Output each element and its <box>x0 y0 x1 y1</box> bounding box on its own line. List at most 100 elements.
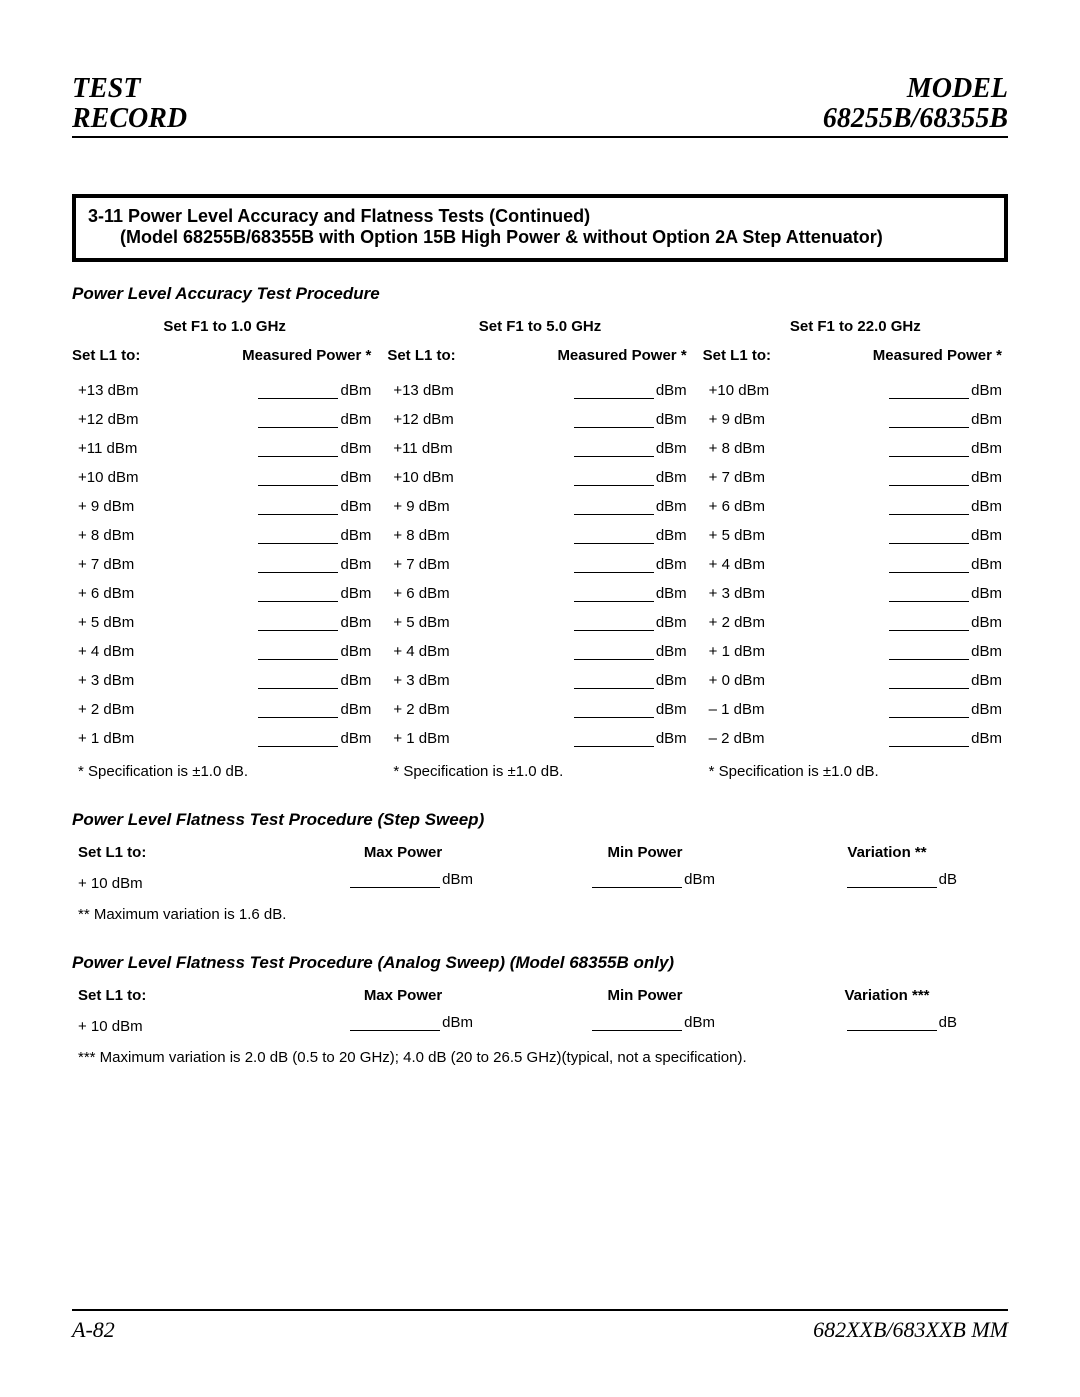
blank-field[interactable] <box>889 675 969 689</box>
set-l1-value: – 2 dBm <box>703 730 799 747</box>
table-row: + 4 dBmdBm <box>72 637 377 666</box>
page: TEST RECORD MODEL 68255B/68355B 3-11 Pow… <box>0 0 1080 1397</box>
blank-field[interactable] <box>258 704 338 718</box>
unit: dBm <box>656 527 687 544</box>
blank-field[interactable] <box>258 530 338 544</box>
measured-power-field: dBm <box>258 469 371 486</box>
set-l1-value: +12 dBm <box>387 411 483 428</box>
blank-field[interactable] <box>258 385 338 399</box>
measured-power-field: dBm <box>889 382 1002 399</box>
blank-field[interactable] <box>350 874 440 888</box>
unit: dBm <box>971 411 1002 428</box>
blank-field[interactable] <box>258 646 338 660</box>
spec-note: * Specification is ±1.0 dB. <box>72 753 377 780</box>
blank-field[interactable] <box>258 675 338 689</box>
blank-field[interactable] <box>350 1017 440 1031</box>
blank-field[interactable] <box>258 588 338 602</box>
measured-power-field: dBm <box>574 672 687 689</box>
set-l1-value: + 6 dBm <box>387 585 483 602</box>
head-min: Min Power <box>524 844 766 861</box>
header-right: MODEL 68255B/68355B <box>823 74 1008 134</box>
blank-field[interactable] <box>889 704 969 718</box>
blank-field[interactable] <box>847 1017 937 1031</box>
table-row: + 3 dBmdBm <box>72 666 377 695</box>
table-row: + 9 dBmdBm <box>72 492 377 521</box>
set-l1-value: +11 dBm <box>72 440 168 457</box>
blank-field[interactable] <box>258 559 338 573</box>
measured-power-field: dBm <box>574 440 687 457</box>
flatness-analog-head: Set L1 to: Max Power Min Power Variation… <box>72 987 1008 1014</box>
table-row: + 6 dBmdBm <box>387 579 692 608</box>
header-left-line1: TEST <box>72 74 187 104</box>
blank-field[interactable] <box>592 1017 682 1031</box>
table-row: + 1 dBmdBm <box>72 724 377 753</box>
subhead-setl1: Set L1 to: <box>72 347 140 364</box>
blank-field[interactable] <box>847 874 937 888</box>
unit: dBm <box>971 585 1002 602</box>
blank-field[interactable] <box>889 501 969 515</box>
set-l1-value: + 1 dBm <box>387 730 483 747</box>
measured-power-field: dBm <box>889 614 1002 631</box>
set-l1-value: + 2 dBm <box>387 701 483 718</box>
blank-field[interactable] <box>258 501 338 515</box>
measured-power-field: dBm <box>258 556 371 573</box>
blank-field[interactable] <box>574 414 654 428</box>
row-var: dB <box>766 1014 1008 1035</box>
set-l1-value: +10 dBm <box>703 382 799 399</box>
blank-field[interactable] <box>574 530 654 544</box>
blank-field[interactable] <box>889 472 969 486</box>
blank-field[interactable] <box>889 588 969 602</box>
measured-power-field: dBm <box>889 440 1002 457</box>
blank-field[interactable] <box>574 675 654 689</box>
table-row: +12 dBm dBm <box>387 405 692 434</box>
row-max: dBm <box>282 871 524 892</box>
title-line2: (Model 68255B/68355B with Option 15B Hig… <box>88 227 992 248</box>
set-l1-value: +13 dBm <box>72 382 168 399</box>
blank-field[interactable] <box>258 472 338 486</box>
blank-field[interactable] <box>889 414 969 428</box>
blank-field[interactable] <box>574 385 654 399</box>
blank-field[interactable] <box>574 617 654 631</box>
table-row: +13 dBm dBm <box>72 376 377 405</box>
blank-field[interactable] <box>574 501 654 515</box>
blank-field[interactable] <box>574 443 654 457</box>
unit: dBm <box>340 701 371 718</box>
table-row: + 8 dBmdBm <box>387 521 692 550</box>
blank-field[interactable] <box>889 559 969 573</box>
blank-field[interactable] <box>889 617 969 631</box>
title-line1: 3-11 Power Level Accuracy and Flatness T… <box>88 206 590 226</box>
accuracy-rows: +13 dBmdBm+12 dBmdBm+11 dBmdBm+10 dBmdBm… <box>387 376 692 753</box>
measured-power-field: dBm <box>574 411 687 428</box>
blank-field[interactable] <box>889 733 969 747</box>
blank-field[interactable] <box>574 646 654 660</box>
measured-power-field: dBm <box>258 672 371 689</box>
blank-field[interactable] <box>258 414 338 428</box>
blank-field[interactable] <box>258 443 338 457</box>
measured-power-field: dBm <box>889 498 1002 515</box>
measured-power-field: dBm <box>258 701 371 718</box>
flatness-analog-row: + 10 dBm dBm dBm dB <box>72 1014 1008 1045</box>
blank-field[interactable] <box>889 385 969 399</box>
blank-field[interactable] <box>574 472 654 486</box>
blank-field[interactable] <box>258 733 338 747</box>
blank-field[interactable] <box>574 559 654 573</box>
blank-field[interactable] <box>574 704 654 718</box>
unit: dBm <box>656 556 687 573</box>
blank-field[interactable] <box>592 874 682 888</box>
blank-field[interactable] <box>889 443 969 457</box>
table-row: + 8 dBm dBm <box>703 434 1008 463</box>
blank-field[interactable] <box>889 530 969 544</box>
blank-field[interactable] <box>258 617 338 631</box>
measured-power-field: dBm <box>258 382 371 399</box>
set-l1-value: + 8 dBm <box>703 440 799 457</box>
accuracy-column: Set F1 to 22.0 GHz Set L1 to: Measured P… <box>703 318 1008 780</box>
blank-field[interactable] <box>889 646 969 660</box>
measured-power-field: dBm <box>574 527 687 544</box>
unit: dB <box>939 871 957 888</box>
table-row: + 2 dBmdBm <box>703 608 1008 637</box>
blank-field[interactable] <box>574 733 654 747</box>
measured-power-field: dBm <box>889 469 1002 486</box>
set-l1-value: +12 dBm <box>72 411 168 428</box>
blank-field[interactable] <box>574 588 654 602</box>
set-l1-value: + 7 dBm <box>387 556 483 573</box>
